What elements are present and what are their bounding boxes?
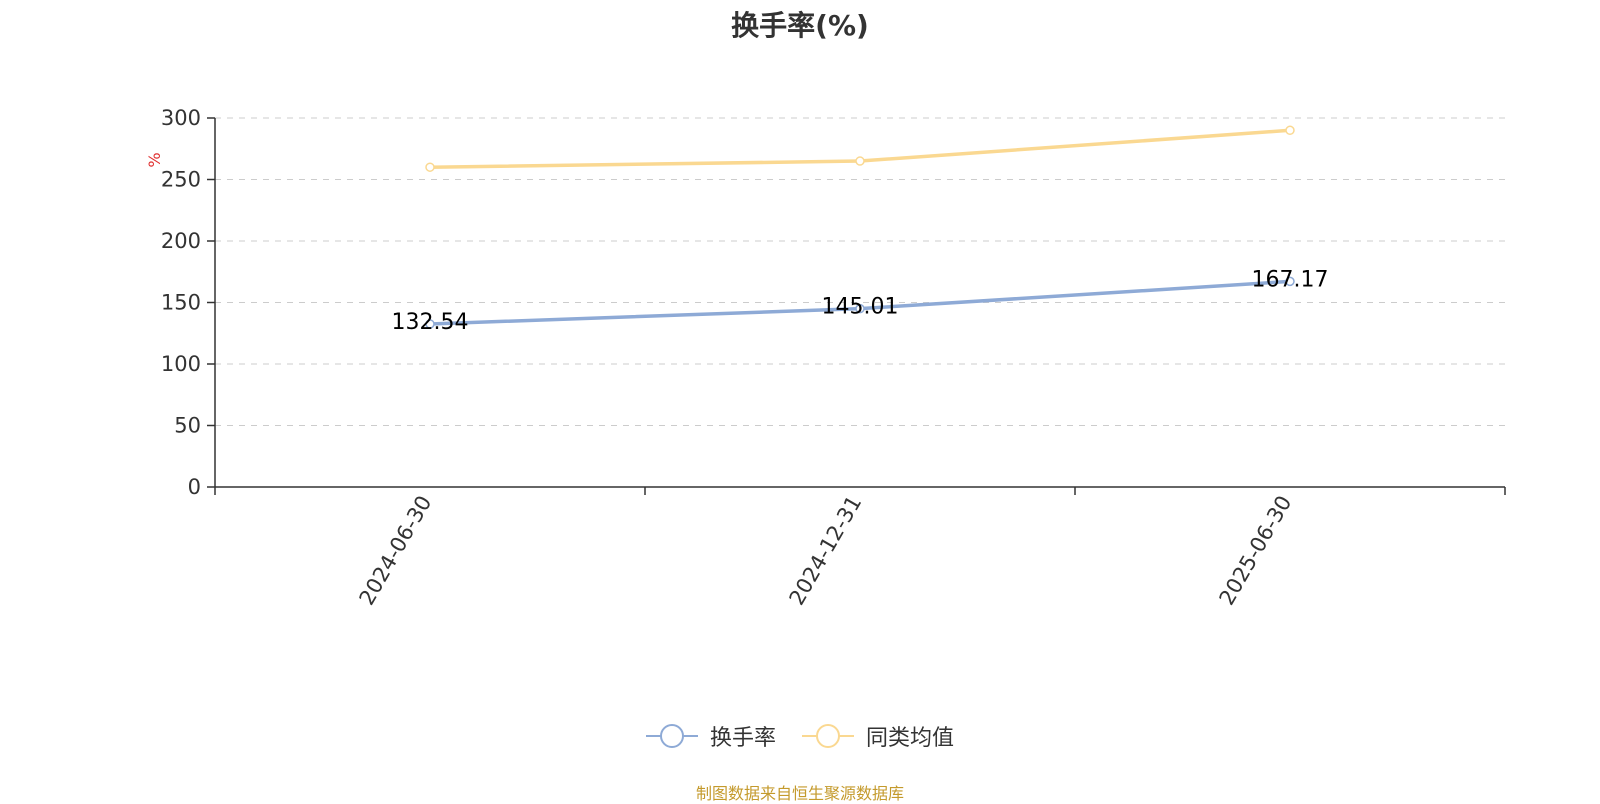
- x-tick-label: 2024-06-30: [355, 492, 437, 610]
- series-lines: [425, 125, 1295, 329]
- y-tick-label: 300: [161, 106, 201, 130]
- y-tick-label: 250: [161, 168, 201, 192]
- legend-label-series-2: 同类均值: [866, 726, 955, 751]
- data-point: [1285, 125, 1295, 136]
- source-note: 制图数据来自恒生聚源数据库: [695, 784, 904, 803]
- legend-circle-2: [816, 724, 840, 748]
- data-label: 145.01: [822, 295, 899, 320]
- legend-marker-icon: [645, 724, 698, 748]
- data-point: [1285, 276, 1295, 287]
- legend-item-series-1[interactable]: 换手率: [645, 720, 776, 752]
- legend-circle-1: [659, 724, 684, 748]
- y-tick-label: 100: [161, 352, 201, 376]
- data-point: [855, 156, 865, 166]
- y-tick-label: 200: [161, 229, 201, 253]
- data-point: [425, 162, 435, 172]
- y-axis-unit-label: %: [145, 152, 164, 167]
- data-label: 167.17: [1252, 267, 1329, 292]
- x-tick-label: 2025-06-30: [1215, 492, 1297, 610]
- legend: 换手率 同类均值: [0, 720, 1600, 752]
- y-tick-label: 50: [174, 414, 201, 438]
- data-point: [425, 319, 435, 329]
- y-tick-label: 150: [161, 291, 201, 315]
- data-label: 132.54: [392, 310, 469, 335]
- data-point: [855, 303, 865, 314]
- y-tick-label: 0: [188, 475, 201, 499]
- axes: 0 50 100 150 200 250 300 2024-06-30 2024-12-31 20…: [145, 106, 1506, 610]
- x-tick-label: 2024-12-31: [785, 492, 867, 610]
- data-labels: 132.54 145.01 167.17: [392, 267, 1329, 335]
- legend-label-series-1: 换手率: [709, 726, 776, 751]
- legend-item-series-2[interactable]: 同类均值: [802, 720, 954, 752]
- chart-title: 换手率(%): [731, 9, 869, 42]
- legend-marker-icon: [802, 724, 854, 748]
